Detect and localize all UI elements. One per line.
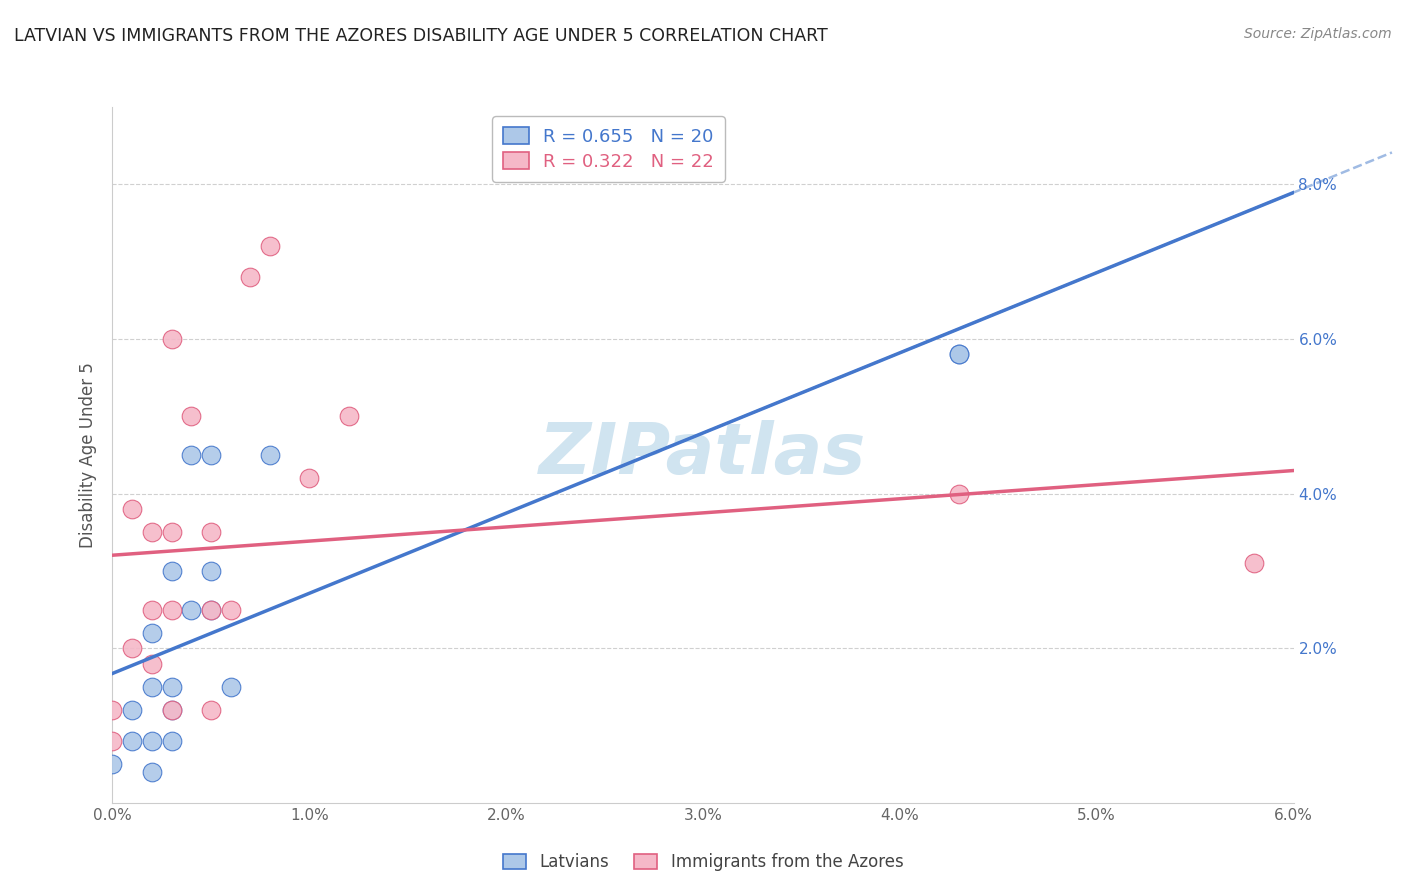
Point bbox=[200, 525, 222, 540]
Point bbox=[160, 602, 183, 616]
Point bbox=[101, 703, 124, 717]
Point bbox=[121, 641, 143, 656]
Point bbox=[200, 602, 222, 616]
Point bbox=[121, 502, 143, 516]
Point bbox=[948, 347, 970, 361]
Y-axis label: Disability Age Under 5: Disability Age Under 5 bbox=[79, 362, 97, 548]
Point bbox=[160, 332, 183, 346]
Point bbox=[180, 602, 202, 616]
Point bbox=[160, 680, 183, 694]
Point bbox=[200, 602, 222, 616]
Point bbox=[121, 734, 143, 748]
Point bbox=[180, 448, 202, 462]
Point bbox=[101, 757, 124, 772]
Point bbox=[141, 657, 163, 671]
Point bbox=[141, 734, 163, 748]
Point bbox=[160, 703, 183, 717]
Point bbox=[948, 347, 970, 361]
Point bbox=[160, 734, 183, 748]
Point bbox=[259, 239, 281, 253]
Point bbox=[259, 448, 281, 462]
Point bbox=[141, 602, 163, 616]
Point bbox=[948, 486, 970, 500]
Point bbox=[160, 564, 183, 578]
Point bbox=[337, 409, 360, 424]
Point bbox=[121, 703, 143, 717]
Text: ZIPatlas: ZIPatlas bbox=[540, 420, 866, 490]
Text: LATVIAN VS IMMIGRANTS FROM THE AZORES DISABILITY AGE UNDER 5 CORRELATION CHART: LATVIAN VS IMMIGRANTS FROM THE AZORES DI… bbox=[14, 27, 828, 45]
Point bbox=[1243, 556, 1265, 570]
Point bbox=[200, 448, 222, 462]
Point bbox=[141, 525, 163, 540]
Point bbox=[180, 409, 202, 424]
Point bbox=[101, 734, 124, 748]
Point bbox=[200, 564, 222, 578]
Point bbox=[141, 680, 163, 694]
Legend: Latvians, Immigrants from the Azores: Latvians, Immigrants from the Azores bbox=[496, 847, 910, 878]
Point bbox=[141, 625, 163, 640]
Point bbox=[219, 602, 242, 616]
Point bbox=[141, 764, 163, 779]
Point bbox=[298, 471, 321, 485]
Point bbox=[239, 270, 262, 285]
Point bbox=[219, 680, 242, 694]
Point bbox=[160, 525, 183, 540]
Point bbox=[160, 703, 183, 717]
Point bbox=[200, 703, 222, 717]
Text: Source: ZipAtlas.com: Source: ZipAtlas.com bbox=[1244, 27, 1392, 41]
